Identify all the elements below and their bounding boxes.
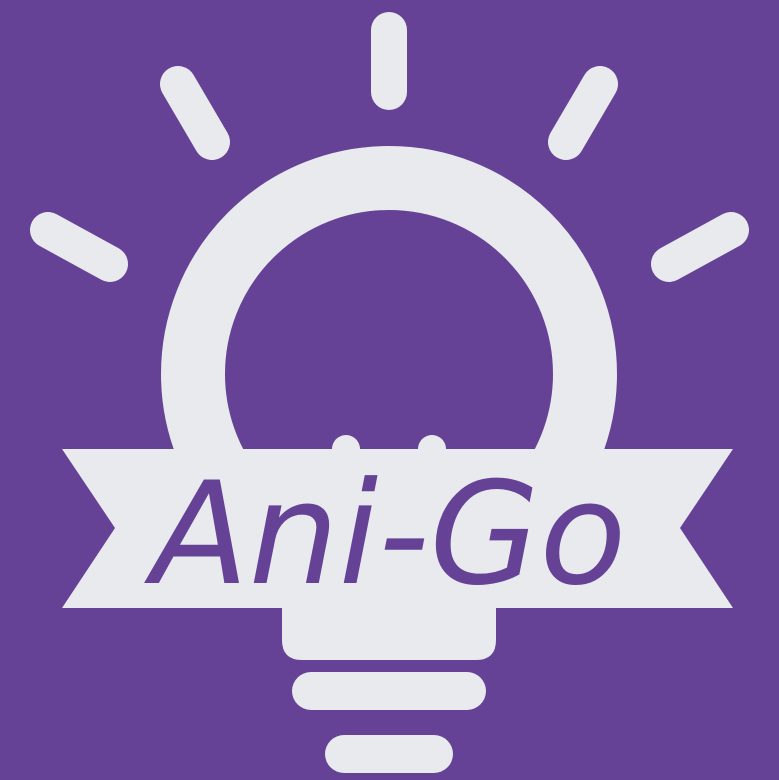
brand-wordmark: Ani-Go xyxy=(144,452,627,617)
ribbon-banner xyxy=(62,449,733,608)
ray-left xyxy=(30,212,128,282)
ray-upper-left xyxy=(160,66,230,160)
ray-right xyxy=(651,212,749,282)
light-rays-icon xyxy=(30,12,749,282)
bulb-base-tip xyxy=(325,735,453,773)
bulb-base-ring xyxy=(292,672,486,710)
ray-upper-right xyxy=(548,66,618,160)
